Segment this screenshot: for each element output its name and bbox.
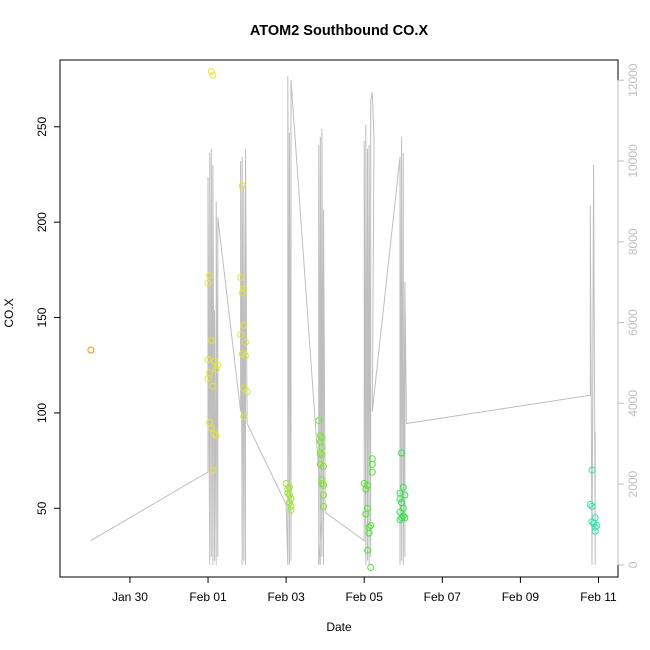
- x-axis-label: Date: [326, 620, 352, 634]
- data-point: [287, 506, 295, 514]
- data-point: [320, 502, 327, 510]
- data-point: [591, 527, 599, 535]
- chart-title: ATOM2 Southbound CO.X: [250, 23, 429, 39]
- data-point: [284, 489, 292, 497]
- y-tick-label: 250: [35, 116, 49, 136]
- y-axis-left: 50 100 150 200 250: [35, 116, 61, 515]
- data-point: [396, 516, 404, 524]
- data-point: [207, 424, 215, 432]
- data-point: [285, 499, 293, 507]
- data-point: [238, 289, 246, 297]
- data-point: [367, 522, 375, 529]
- data-point: [242, 352, 249, 360]
- x-axis: Jan 30 Feb 01 Feb 03 Feb 05 Feb 07 Feb 09 Feb …: [112, 576, 617, 604]
- data-point: [398, 449, 406, 457]
- x-tick-label: Feb 09: [502, 590, 540, 604]
- data-point: [240, 321, 248, 329]
- data-point: [242, 338, 249, 346]
- data-point: [287, 495, 295, 503]
- data-point: [365, 529, 373, 537]
- x-tick-label: Jan 30: [112, 590, 148, 604]
- data-point: [211, 430, 218, 438]
- data-point: [368, 460, 376, 468]
- data-point: [588, 502, 596, 510]
- y-tick-label: 50: [35, 501, 49, 515]
- data-point: [212, 432, 220, 440]
- data-point: [240, 413, 248, 421]
- data-point: [588, 518, 596, 526]
- data-point: [209, 382, 217, 390]
- data-point: [398, 514, 406, 522]
- data-point: [87, 346, 95, 354]
- y-tick-label: 150: [35, 307, 49, 327]
- plot-frame: [59, 59, 619, 578]
- data-point: [320, 491, 327, 499]
- data-point: [399, 483, 407, 491]
- data-point: [318, 434, 326, 442]
- data-point: [238, 182, 246, 190]
- y-axis-label: CO.X: [2, 298, 16, 327]
- data-point: [212, 365, 220, 373]
- x-tick-label: Feb 07: [424, 590, 462, 604]
- y2-tick-label: 10000: [626, 144, 640, 178]
- data-point: [591, 523, 599, 531]
- data-point: [368, 468, 376, 476]
- data-point: [237, 274, 245, 281]
- data-point: [396, 495, 404, 503]
- data-point: [287, 502, 295, 510]
- x-tick-label: Feb 01: [189, 590, 227, 604]
- x-tick-label: Feb 05: [346, 590, 384, 604]
- data-point: [364, 546, 371, 554]
- y2-tick-label: 4000: [626, 390, 640, 417]
- data-point: [204, 356, 212, 363]
- data-point: [240, 285, 248, 293]
- data-point: [204, 375, 212, 383]
- y2-tick-label: 6000: [626, 309, 640, 336]
- data-point: [315, 417, 323, 425]
- data-point: [237, 331, 245, 339]
- data-point: [207, 336, 215, 344]
- data-point: [204, 279, 212, 287]
- line-series-group: [90, 76, 596, 565]
- line-series: [90, 76, 596, 565]
- y-tick-label: 200: [35, 212, 49, 232]
- data-point: [285, 491, 293, 499]
- y-tick-label: 100: [35, 403, 49, 423]
- data-point: [206, 272, 214, 280]
- data-point: [362, 485, 370, 493]
- data-point: [318, 480, 326, 487]
- y-axis-right: 0 2000 4000 6000 8000 10000 12000: [617, 63, 640, 568]
- y2-tick-label: 0: [626, 561, 640, 568]
- data-point: [320, 462, 327, 470]
- data-point: [367, 564, 375, 571]
- data-point: [401, 491, 409, 499]
- x-tick-label: Feb 03: [267, 590, 305, 604]
- data-point: [320, 481, 327, 489]
- data-point: [207, 67, 215, 75]
- y2-tick-label: 8000: [626, 228, 640, 255]
- x-tick-label: Feb 11: [580, 590, 617, 604]
- data-point: [214, 361, 222, 369]
- data-point: [209, 71, 217, 79]
- point-series-group: [87, 67, 601, 571]
- data-point: [209, 466, 217, 474]
- y2-tick-label: 2000: [626, 470, 640, 497]
- data-point: [588, 466, 596, 474]
- data-point: [318, 451, 326, 459]
- data-point: [364, 481, 371, 489]
- data-point: [362, 510, 370, 518]
- data-point: [316, 449, 324, 457]
- y2-tick-label: 12000: [626, 63, 640, 97]
- data-point: [586, 501, 594, 508]
- data-point: [243, 388, 251, 396]
